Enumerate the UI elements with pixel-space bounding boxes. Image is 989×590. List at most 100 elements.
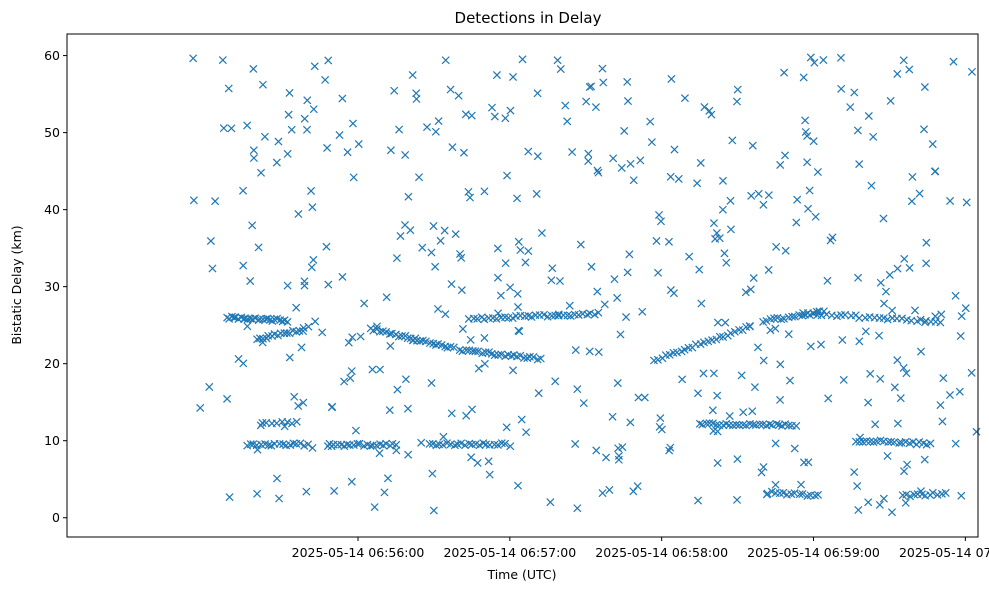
track-detection-point bbox=[730, 327, 739, 336]
detection-point bbox=[448, 143, 457, 152]
track-detection-point bbox=[263, 314, 272, 323]
detection-point bbox=[592, 446, 601, 455]
detection-point bbox=[392, 254, 401, 263]
detection-point bbox=[811, 212, 820, 221]
detection-point bbox=[576, 240, 585, 249]
detection-point bbox=[890, 383, 899, 392]
track-detection-point bbox=[551, 311, 560, 320]
track-detection-point bbox=[906, 492, 915, 501]
detection-point bbox=[861, 327, 870, 336]
detection-point bbox=[380, 488, 389, 497]
detection-point bbox=[382, 293, 391, 302]
detection-point bbox=[772, 242, 781, 251]
detection-point bbox=[720, 249, 729, 258]
detection-point bbox=[480, 333, 489, 342]
detection-point bbox=[253, 489, 262, 498]
track-detection-point bbox=[941, 488, 950, 497]
track-detection-point bbox=[775, 489, 784, 498]
track-detection-point bbox=[936, 318, 945, 327]
detection-point bbox=[732, 97, 741, 106]
detection-point bbox=[513, 481, 522, 490]
detection-point bbox=[780, 68, 789, 77]
detection-point bbox=[886, 96, 895, 105]
track-detection-point bbox=[457, 439, 466, 448]
detection-point bbox=[896, 394, 905, 403]
detection-point bbox=[219, 124, 228, 133]
detection-point bbox=[623, 77, 632, 86]
detection-point bbox=[903, 460, 912, 469]
detection-point bbox=[685, 252, 694, 261]
detection-point bbox=[285, 88, 294, 97]
detection-point bbox=[881, 287, 890, 296]
y-axis-label: Bistatic Delay (km) bbox=[9, 225, 24, 344]
track-detection-point bbox=[493, 440, 502, 449]
detection-point bbox=[436, 236, 445, 245]
detection-point bbox=[299, 398, 308, 407]
detection-point bbox=[623, 97, 632, 106]
detection-point bbox=[614, 451, 623, 460]
detection-point bbox=[776, 395, 785, 404]
x-tick-label: 2025-05-14 06:59:00 bbox=[747, 545, 880, 560]
detection-point bbox=[951, 439, 960, 448]
detection-point bbox=[937, 310, 946, 319]
detection-point bbox=[721, 318, 730, 327]
track-detection-point bbox=[887, 437, 896, 446]
detection-point bbox=[920, 83, 929, 92]
track-detection-point bbox=[765, 420, 774, 429]
detection-point bbox=[522, 428, 531, 437]
track-detection-point bbox=[403, 334, 412, 343]
track-detection-point bbox=[438, 440, 447, 449]
detection-point bbox=[335, 131, 344, 140]
detection-point bbox=[328, 402, 337, 411]
detection-point bbox=[806, 53, 815, 62]
detection-point bbox=[249, 153, 258, 163]
detection-point bbox=[705, 106, 714, 115]
detection-point bbox=[864, 498, 873, 507]
track-detection-point bbox=[883, 315, 892, 324]
track-detection-point bbox=[497, 439, 506, 448]
track-detection-point bbox=[777, 315, 786, 324]
detection-point bbox=[916, 347, 926, 356]
detection-point bbox=[617, 163, 626, 172]
track-detection-point bbox=[475, 441, 484, 450]
detection-point bbox=[608, 412, 617, 421]
detection-point bbox=[309, 255, 318, 264]
detection-point bbox=[837, 84, 846, 93]
detection-point bbox=[638, 307, 647, 316]
detection-point bbox=[876, 374, 885, 383]
detection-point bbox=[385, 406, 394, 415]
x-axis-label: Time (UTC) bbox=[486, 567, 556, 582]
track-detection-point bbox=[292, 417, 301, 426]
detection-point bbox=[669, 289, 678, 298]
track-detection-point bbox=[276, 329, 285, 338]
track-detection-point bbox=[803, 491, 812, 501]
track-detection-point bbox=[788, 312, 797, 321]
detection-point bbox=[461, 110, 470, 119]
x-tick-label: 2025-05-14 06:58:00 bbox=[595, 545, 728, 560]
detection-point bbox=[518, 55, 527, 64]
detection-point bbox=[908, 172, 917, 181]
detection-point bbox=[776, 360, 785, 369]
detection-point bbox=[386, 341, 395, 350]
track-detection-point bbox=[770, 314, 779, 323]
detection-point bbox=[853, 126, 862, 135]
detection-point bbox=[915, 189, 924, 198]
detection-point bbox=[258, 80, 267, 89]
detection-point bbox=[501, 259, 510, 268]
track-detection-point bbox=[732, 420, 741, 429]
detection-point bbox=[294, 401, 303, 410]
detection-point bbox=[423, 123, 432, 132]
detection-point bbox=[502, 423, 511, 432]
track-detection-point bbox=[469, 314, 478, 323]
detection-point bbox=[816, 340, 826, 349]
detection-point bbox=[616, 330, 625, 339]
track-detection-point bbox=[425, 439, 434, 448]
track-detection-point bbox=[926, 439, 935, 448]
detection-point bbox=[875, 500, 884, 509]
detection-point bbox=[283, 149, 292, 158]
detection-point bbox=[785, 376, 794, 385]
track-detection-point bbox=[810, 491, 819, 500]
detection-point bbox=[854, 505, 863, 515]
detection-point bbox=[962, 198, 971, 207]
detection-point bbox=[656, 414, 665, 423]
